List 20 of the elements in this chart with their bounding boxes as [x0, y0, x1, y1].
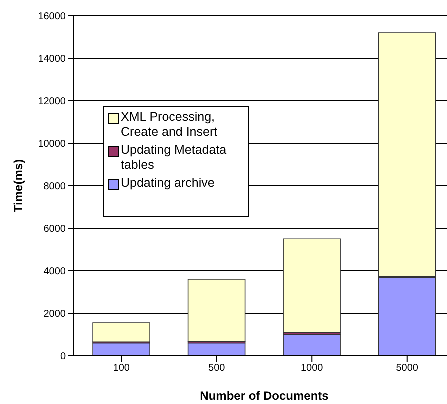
y-tick-label: 16000: [38, 12, 66, 23]
y-tick-label: 4000: [44, 266, 66, 278]
x-tick-label: 5000: [396, 363, 419, 374]
y-tick-label: 14000: [38, 54, 66, 66]
bar: [283, 238, 341, 334]
x-tick-label: 1000: [301, 363, 324, 374]
legend-label: XML Processing, Create and Insert: [121, 110, 219, 140]
bar: [283, 334, 341, 356]
legend-label: Updating archive: [121, 176, 215, 191]
y-tick-label: 8000: [44, 182, 66, 193]
y-tick-label: 12000: [38, 96, 66, 108]
x-tick-label: 500: [208, 363, 226, 374]
y-tick-label: 2000: [44, 309, 66, 320]
y-tick-label: 0: [60, 352, 66, 363]
x-tick-label: 100: [113, 363, 130, 374]
y-tick-label: 10000: [38, 139, 66, 150]
y-tick-label: 6000: [44, 224, 66, 236]
x-axis-title: Number of Documents: [200, 389, 330, 403]
legend-label: Updating Metadata tables: [121, 143, 228, 173]
y-axis-title: Time(ms): [11, 159, 26, 213]
